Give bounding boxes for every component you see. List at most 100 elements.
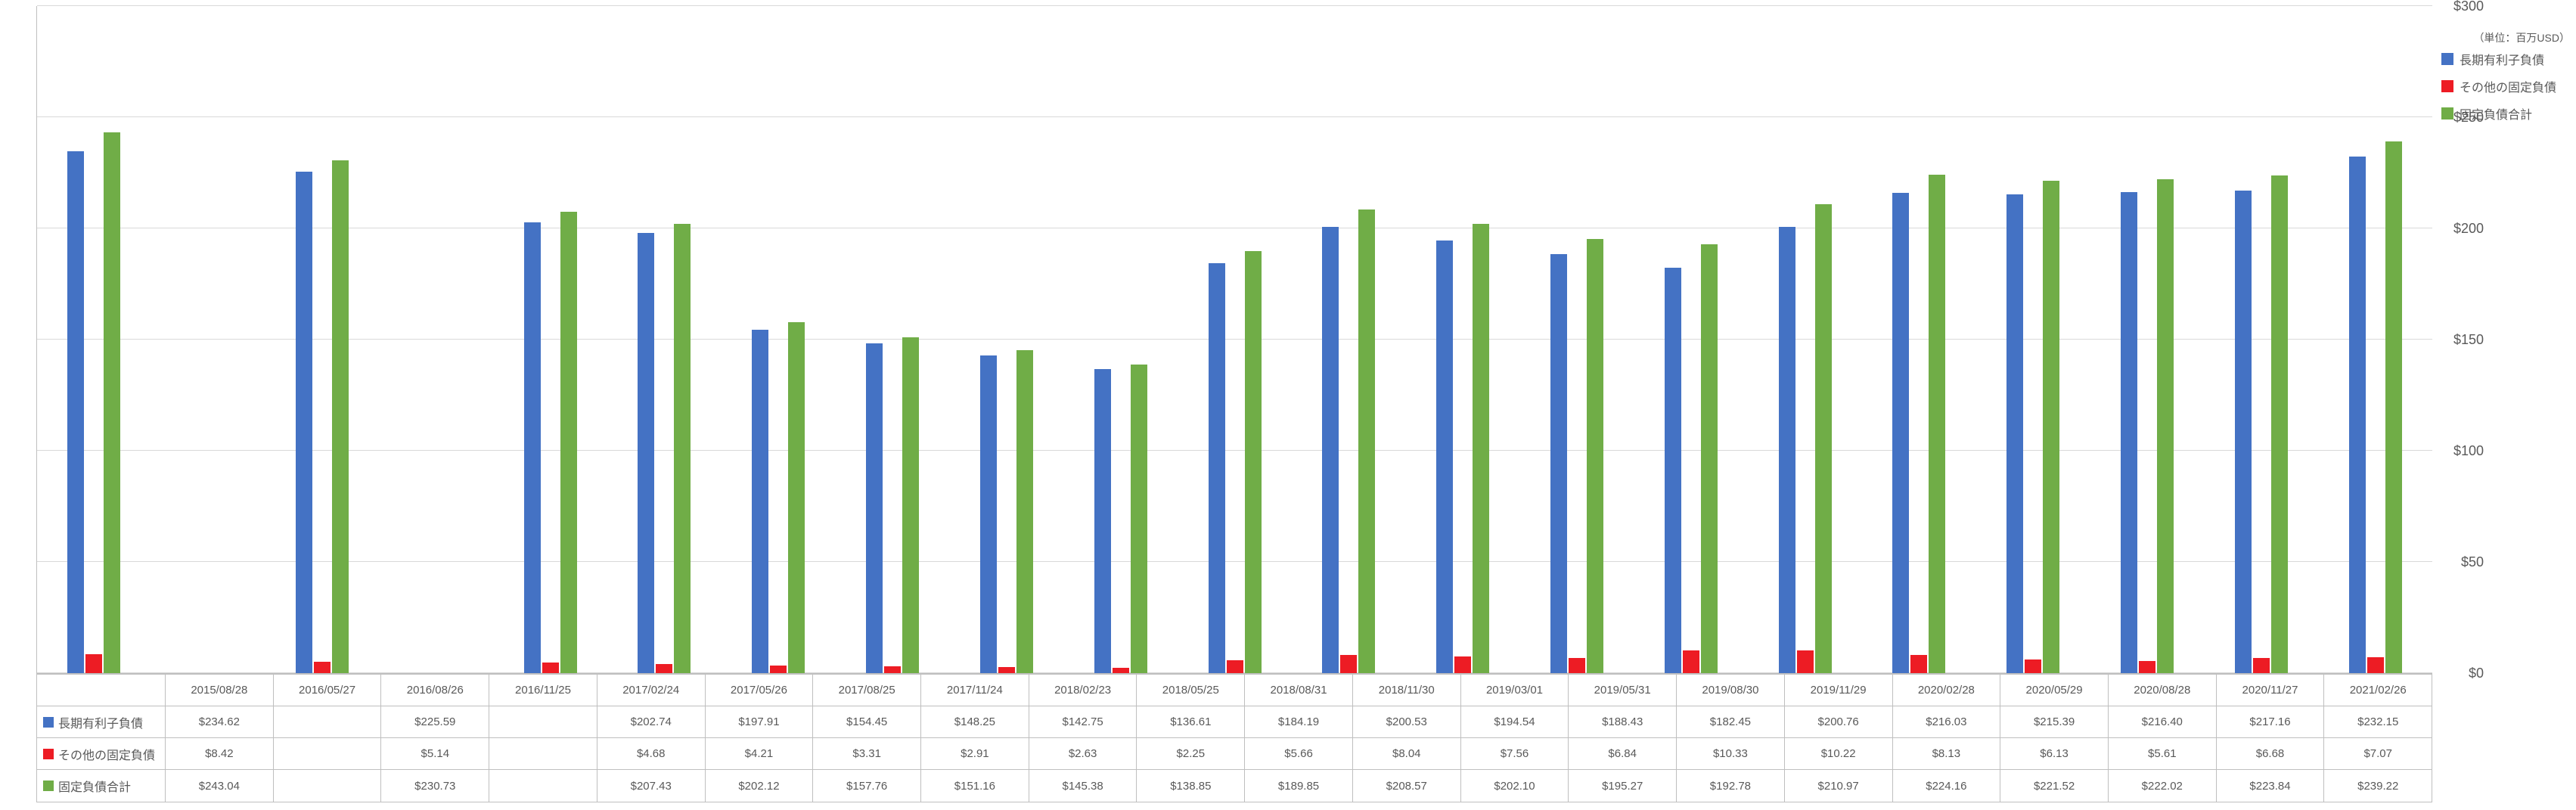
table-value-cell: $7.07: [2324, 738, 2432, 769]
bar-group: [1748, 6, 1862, 673]
table-value-cell: $217.16: [2217, 706, 2325, 737]
table-value-cell: $207.43: [597, 770, 706, 802]
bar-total_fixed_liab: [1701, 244, 1718, 673]
table-date-cell: 2020/11/27: [2217, 675, 2325, 706]
table-date-cell: 2015/08/28: [166, 675, 274, 706]
bar-group: [2318, 6, 2432, 673]
bar-other_fixed_liab: [656, 664, 672, 673]
bar-total_fixed_liab: [2157, 179, 2174, 673]
table-value-cell: $2.63: [1029, 738, 1137, 769]
bar-total_fixed_liab: [1587, 239, 1603, 673]
bar-long_term_debt: [1209, 263, 1225, 673]
bar-long_term_debt: [1892, 193, 1909, 673]
table-value-cell: $136.61: [1137, 706, 1245, 737]
table-date-cell: 2020/02/28: [1893, 675, 2001, 706]
bar-group: [37, 6, 151, 673]
table-value-cell: [489, 770, 597, 802]
legend: （単位：百万USD） 長期有利子負債その他の固定負債固定負債合計: [2441, 30, 2570, 132]
series-swatch: [43, 749, 54, 759]
bar-other_fixed_liab: [314, 662, 331, 673]
table-value-cell: $5.66: [1245, 738, 1353, 769]
table-value-cell: $221.52: [2000, 770, 2109, 802]
bar-group: [1862, 6, 1976, 673]
bar-other_fixed_liab: [884, 666, 901, 673]
bar-long_term_debt: [866, 343, 883, 673]
table-value-cell: [274, 770, 382, 802]
bar-group: [493, 6, 607, 673]
bar-other_fixed_liab: [2367, 657, 2384, 673]
bar-other_fixed_liab: [542, 663, 559, 673]
table-series-header: その他の固定負債: [37, 738, 166, 769]
bar-other_fixed_liab: [770, 666, 787, 673]
bar-other_fixed_liab: [1569, 658, 1585, 673]
y-tick-label: $200: [2453, 221, 2484, 237]
table-value-cell: $182.45: [1677, 706, 1785, 737]
bar-long_term_debt: [1550, 254, 1567, 673]
legend-unit-label: （単位：百万USD）: [2441, 30, 2570, 45]
table-value-cell: $184.19: [1245, 706, 1353, 737]
table-value-cell: $5.14: [381, 738, 489, 769]
legend-item: 固定負債合計: [2441, 104, 2570, 123]
legend-label: 長期有利子負債: [2460, 50, 2544, 68]
table-value-cell: $148.25: [921, 706, 1029, 737]
legend-item: 長期有利子負債: [2441, 50, 2570, 68]
bar-other_fixed_liab: [2139, 661, 2155, 673]
table-value-cell: $216.03: [1893, 706, 2001, 737]
table-value-cell: $225.59: [381, 706, 489, 737]
series-swatch: [43, 781, 54, 791]
bar-other_fixed_liab: [85, 654, 102, 673]
legend-label: 固定負債合計: [2460, 104, 2532, 123]
bar-long_term_debt: [1094, 369, 1111, 673]
bar-other_fixed_liab: [1113, 668, 1129, 673]
table-date-cell: 2017/02/24: [597, 675, 706, 706]
bar-total_fixed_liab: [788, 322, 805, 673]
bar-long_term_debt: [296, 172, 312, 673]
table-value-cell: $7.56: [1461, 738, 1569, 769]
table-value-cell: $194.54: [1461, 706, 1569, 737]
series-label: 固定負債合計: [58, 777, 131, 795]
bar-group: [265, 6, 380, 673]
bar-group: [1976, 6, 2090, 673]
table-value-cell: $197.91: [706, 706, 814, 737]
table-value-cell: $8.13: [1893, 738, 2001, 769]
table-date-cell: 2018/11/30: [1353, 675, 1461, 706]
bar-other_fixed_liab: [998, 667, 1015, 673]
table-date-cell: 2019/08/30: [1677, 675, 1785, 706]
table-value-cell: $2.91: [921, 738, 1029, 769]
table-date-cell: 2016/05/27: [274, 675, 382, 706]
bar-long_term_debt: [1436, 241, 1453, 673]
table-value-cell: $202.12: [706, 770, 814, 802]
table-value-cell: $208.57: [1353, 770, 1461, 802]
legend-label: その他の固定負債: [2460, 77, 2556, 95]
table-row: その他の固定負債$8.42$5.14$4.68$4.21$3.31$2.91$2…: [37, 738, 2432, 770]
bar-total_fixed_liab: [1815, 204, 1832, 673]
bar-other_fixed_liab: [2025, 659, 2041, 673]
bar-group: [2204, 6, 2318, 673]
bar-total_fixed_liab: [1016, 350, 1033, 673]
table-value-cell: $4.21: [706, 738, 814, 769]
table-value-cell: $157.76: [813, 770, 921, 802]
table-date-cell: 2017/08/25: [813, 675, 921, 706]
bar-long_term_debt: [2006, 194, 2023, 673]
bar-long_term_debt: [1665, 268, 1681, 673]
bar-total_fixed_liab: [2271, 175, 2288, 673]
table-value-cell: $215.39: [2000, 706, 2109, 737]
bar-total_fixed_liab: [2043, 181, 2059, 673]
table-value-cell: $154.45: [813, 706, 921, 737]
table-series-header: 固定負債合計: [37, 770, 166, 802]
y-tick-label: $150: [2453, 332, 2484, 348]
table-value-cell: $6.68: [2217, 738, 2325, 769]
bar-group: [1406, 6, 1520, 673]
table-value-cell: $234.62: [166, 706, 274, 737]
y-tick-label: $100: [2453, 443, 2484, 459]
bar-long_term_debt: [638, 233, 654, 673]
bar-total_fixed_liab: [1473, 224, 1489, 673]
table-value-cell: $4.68: [597, 738, 706, 769]
table-value-cell: $239.22: [2324, 770, 2432, 802]
table-date-cell: 2017/05/26: [706, 675, 814, 706]
table-value-cell: $6.84: [1569, 738, 1677, 769]
table-date-cell: 2017/11/24: [921, 675, 1029, 706]
table-value-cell: $200.53: [1353, 706, 1461, 737]
table-value-cell: $230.73: [381, 770, 489, 802]
table-value-cell: $232.15: [2324, 706, 2432, 737]
